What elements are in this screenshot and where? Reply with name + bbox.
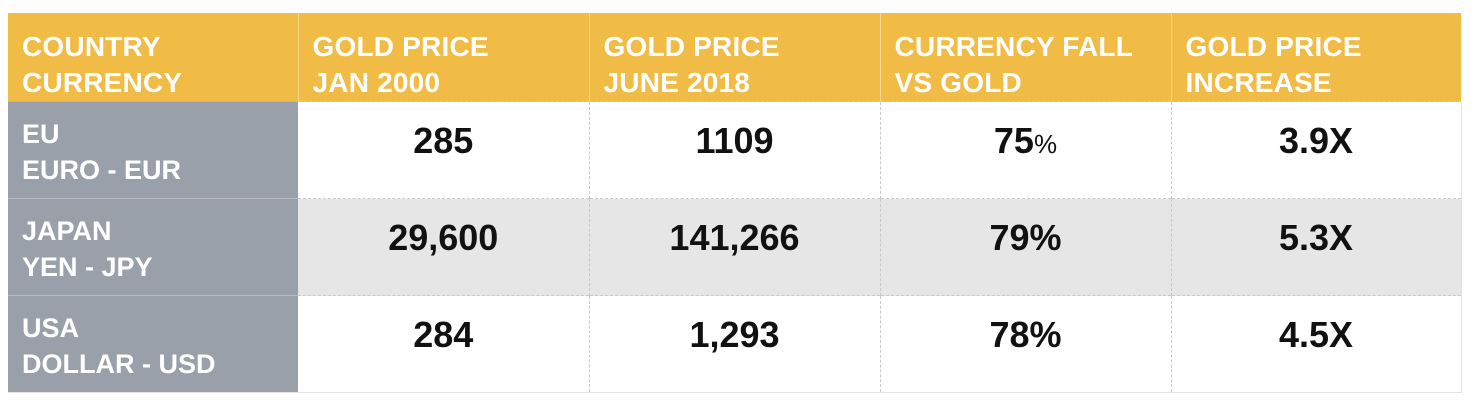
header-gold-price-june-2018: GOLD PRICE JUNE 2018	[589, 13, 881, 102]
header-currency-fall: CURRENCY FALL VS GOLD	[880, 13, 1172, 102]
header-line-1: COUNTRY	[22, 31, 161, 62]
header-row: COUNTRY CURRENCY GOLD PRICE JAN 2000 GOL…	[8, 13, 1461, 102]
gold-price-table: COUNTRY CURRENCY GOLD PRICE JAN 2000 GOL…	[8, 13, 1462, 393]
currency-fall-unit: %	[1033, 129, 1058, 159]
table-row-eu: EU EURO - EUR 285 1109 75% 3.9X	[8, 101, 1462, 199]
currency-fall-value: 78%	[989, 314, 1062, 355]
header-line-2: VS GOLD	[894, 67, 1022, 98]
cell-increase: 3.9X	[1171, 101, 1462, 199]
cell-currency-fall: 75%	[880, 101, 1172, 199]
table-row-usa: USA DOLLAR - USD 284 1,293 78% 4.5X	[8, 295, 1462, 393]
cell-jan-2000: 29,600	[298, 198, 590, 296]
cell-june-2018: 1109	[589, 101, 881, 199]
header-line-1: CURRENCY FALL	[894, 31, 1134, 62]
row-label: JAPAN YEN - JPY	[8, 198, 298, 296]
table-row-japan: JAPAN YEN - JPY 29,600 141,266 79% 5.3X	[8, 198, 1462, 296]
currency-fall-value: 79%	[989, 217, 1062, 258]
cell-increase: 4.5X	[1171, 295, 1462, 393]
header-line-2: JUNE 2018	[603, 67, 751, 98]
row-label: EU EURO - EUR	[8, 101, 298, 199]
currency-name: EURO - EUR	[22, 155, 182, 185]
currency-name: YEN - JPY	[22, 252, 153, 282]
header-line-1: GOLD PRICE	[603, 31, 780, 62]
header-country-currency: COUNTRY CURRENCY	[8, 13, 299, 102]
currency-fall-value: 75	[993, 120, 1034, 161]
cell-jan-2000: 285	[298, 101, 590, 199]
header-line-1: GOLD PRICE	[1185, 31, 1362, 62]
cell-currency-fall: 78%	[880, 295, 1172, 393]
cell-june-2018: 1,293	[589, 295, 881, 393]
cell-jan-2000: 284	[298, 295, 590, 393]
header-line-1: GOLD PRICE	[312, 31, 489, 62]
row-label: USA DOLLAR - USD	[8, 295, 298, 393]
country-name: EU	[22, 119, 60, 149]
cell-currency-fall: 79%	[880, 198, 1172, 296]
header-line-2: INCREASE	[1185, 67, 1332, 98]
country-name: JAPAN	[22, 216, 112, 246]
cell-increase: 5.3X	[1171, 198, 1462, 296]
header-gold-price-increase: GOLD PRICE INCREASE	[1171, 13, 1461, 102]
country-name: USA	[22, 313, 80, 343]
header-line-2: JAN 2000	[312, 67, 441, 98]
currency-name: DOLLAR - USD	[22, 349, 216, 379]
header-line-2: CURRENCY	[22, 67, 183, 98]
cell-june-2018: 141,266	[589, 198, 881, 296]
header-gold-price-jan-2000: GOLD PRICE JAN 2000	[298, 13, 590, 102]
